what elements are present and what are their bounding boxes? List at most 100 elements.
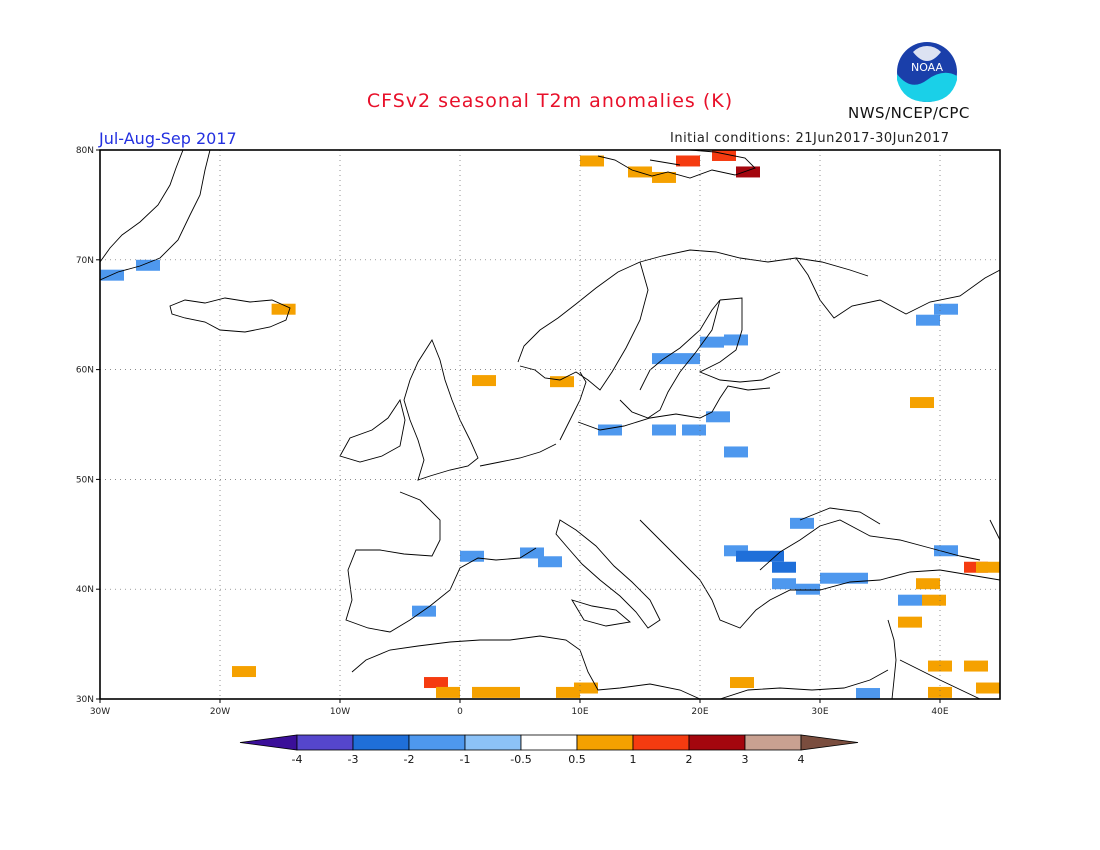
anomaly-cell xyxy=(772,561,796,573)
anomaly-cell xyxy=(790,517,814,529)
anomaly-cell xyxy=(922,594,946,606)
anomaly-cell xyxy=(934,303,958,315)
anomaly-cell xyxy=(460,550,484,562)
anomaly-cell xyxy=(472,686,496,698)
coast-northafrica xyxy=(351,635,889,699)
colorbar-label: -2 xyxy=(404,753,415,766)
anomaly-cell xyxy=(736,550,760,562)
anomaly-cell xyxy=(136,259,160,271)
initial-conditions: Initial conditions: 21Jun2017-30Jun2017 xyxy=(670,131,950,146)
colorbar-segment xyxy=(352,734,410,751)
anomaly-cell xyxy=(964,660,988,672)
anomaly-cell xyxy=(676,353,700,365)
season-period: Jul-Aug-Sep 2017 xyxy=(99,129,237,148)
anomaly-cell xyxy=(520,547,544,559)
anomaly-cell xyxy=(652,424,676,436)
colorbar-segment xyxy=(296,734,354,751)
anomaly-cell xyxy=(898,594,922,606)
anomaly-cell xyxy=(436,686,460,698)
anomaly-cell xyxy=(676,155,700,167)
lat-tick-label: 60N xyxy=(76,366,94,376)
anomaly-cell xyxy=(796,583,820,595)
anomaly-cell xyxy=(724,334,748,346)
coast-finland xyxy=(698,257,1000,383)
coast-italy xyxy=(555,519,661,629)
graticule xyxy=(100,150,1000,699)
anomaly-cell xyxy=(976,561,1000,573)
colorbar-segment xyxy=(520,734,578,751)
colorbar-right-arrow xyxy=(800,734,859,751)
noaa-logo-wave-icon xyxy=(897,72,957,102)
anomaly-cell xyxy=(556,686,580,698)
colorbar-segment xyxy=(632,734,690,751)
anomaly-cell xyxy=(910,397,934,409)
noaa-logo-text: NOAA xyxy=(911,61,944,74)
colorbar-segment xyxy=(744,734,802,751)
anomaly-cell xyxy=(706,411,730,423)
anomaly-cell xyxy=(856,688,880,699)
anomaly-cell xyxy=(652,171,676,183)
anomaly-cell xyxy=(724,446,748,458)
anomaly-cells xyxy=(100,150,1000,699)
anomaly-cell xyxy=(424,677,448,689)
lon-tick-label: 0 xyxy=(457,707,463,717)
colorbar-label: 0.5 xyxy=(568,753,586,766)
map-frame xyxy=(99,149,1001,700)
anomaly-cell xyxy=(844,572,868,584)
anomaly-cell xyxy=(928,660,952,672)
noaa-logo: NOAA xyxy=(897,42,957,102)
anomaly-cell xyxy=(898,616,922,628)
anomaly-cell xyxy=(538,556,562,568)
lon-tick-label: 20E xyxy=(691,707,708,717)
lon-tick-label: 40E xyxy=(931,707,948,717)
anomaly-cell xyxy=(760,550,784,562)
anomaly-cell xyxy=(574,682,598,694)
anomaly-cell xyxy=(916,578,940,590)
axis-ticks: 30W 20W 10W 0 10E 20E 30E 40E 80N 70N 60N 50N 40N 30N xyxy=(76,146,949,717)
lat-tick-label: 80N xyxy=(76,146,94,156)
anomaly-cell xyxy=(700,336,724,348)
anomaly-cell xyxy=(772,578,796,590)
colorbar-segment xyxy=(408,734,466,751)
coast-svalbard xyxy=(597,150,756,179)
lat-tick-label: 40N xyxy=(76,585,94,595)
colorbar-label: 4 xyxy=(798,753,805,766)
coast-blacksea xyxy=(799,507,1000,541)
colorbar: -4 -3 -2 -1 -0.5 0.5 1 2 3 4 xyxy=(239,734,859,766)
anomaly-cell xyxy=(580,155,604,167)
agency-label: NWS/NCEP/CPC xyxy=(848,104,970,122)
anomaly-cell xyxy=(736,166,760,178)
lon-tick-label: 30W xyxy=(90,707,110,717)
colorbar-left-arrow xyxy=(239,734,298,751)
anomaly-cell xyxy=(232,666,256,678)
coast-britain xyxy=(339,339,479,481)
lon-tick-label: 10E xyxy=(571,707,588,717)
coast-scandinavia xyxy=(517,249,869,419)
colorbar-label: -0.5 xyxy=(510,753,531,766)
anomaly-cell xyxy=(712,150,736,161)
noaa-logo-bird-icon xyxy=(913,46,941,61)
lat-tick-label: 70N xyxy=(76,256,94,266)
anomaly-cell xyxy=(496,686,520,698)
anomaly-cell xyxy=(472,375,496,387)
anomaly-cell xyxy=(730,677,754,689)
colorbar-segment xyxy=(464,734,522,751)
colorbar-label: 2 xyxy=(686,753,693,766)
anomaly-cell xyxy=(412,605,436,617)
coastlines xyxy=(100,150,1000,699)
colorbar-label: 1 xyxy=(630,753,637,766)
colorbar-label: 3 xyxy=(742,753,749,766)
lat-tick-label: 50N xyxy=(76,475,94,485)
anomaly-cell xyxy=(934,545,958,557)
lon-tick-label: 10W xyxy=(330,707,350,717)
colorbar-segment xyxy=(576,734,634,751)
coast-greenland xyxy=(100,150,211,281)
coast-balkans xyxy=(639,519,1000,629)
colorbar-label: -3 xyxy=(348,753,359,766)
anomaly-cell xyxy=(550,376,574,388)
lon-tick-label: 30E xyxy=(811,707,828,717)
colorbar-label: -4 xyxy=(292,753,303,766)
anomaly-cell xyxy=(928,686,952,698)
coast-westeurope xyxy=(345,443,557,633)
